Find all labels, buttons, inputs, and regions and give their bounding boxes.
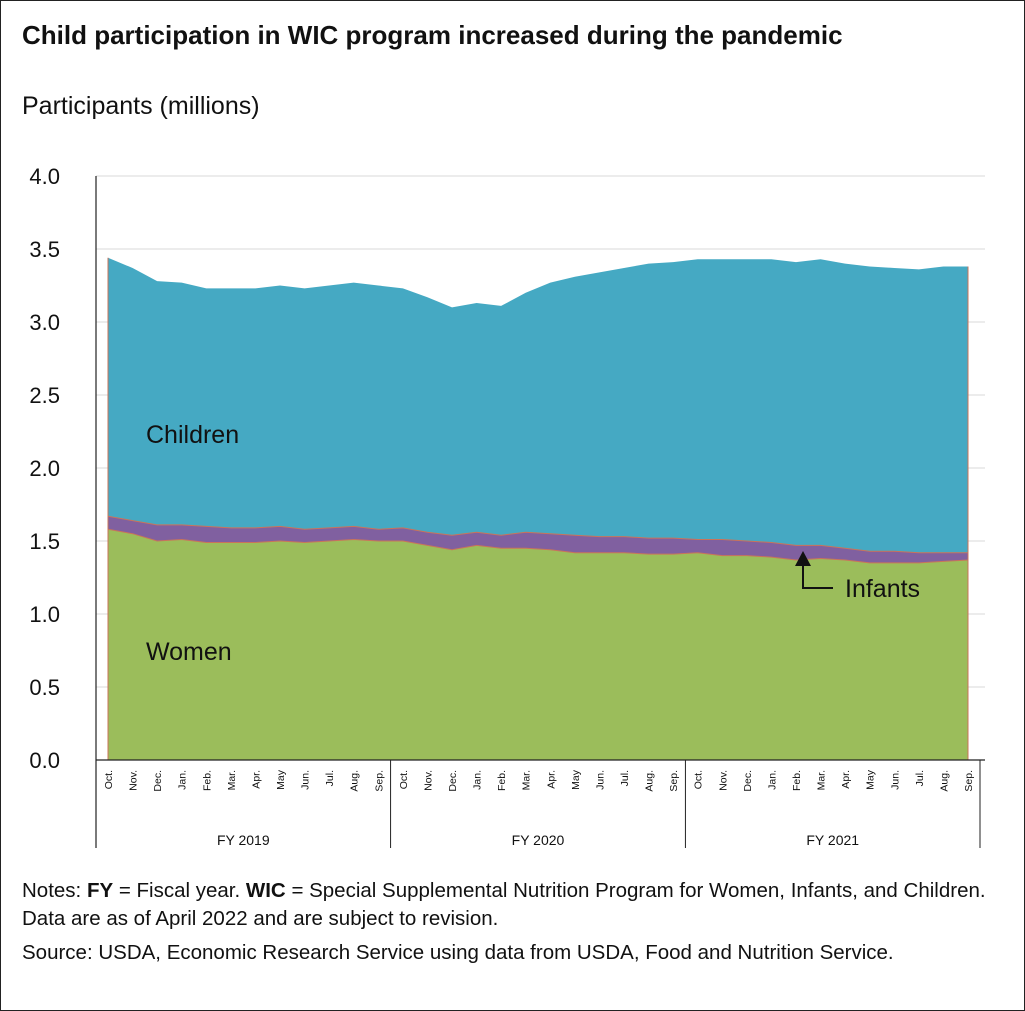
infants-arrow-head	[795, 551, 811, 566]
x-tick-label: May	[570, 769, 582, 790]
wic-term: WIC	[245, 879, 286, 902]
x-tick-label: Apr.	[840, 770, 852, 789]
infants-boundary-line	[107, 515, 968, 554]
women-boundary-line	[107, 528, 969, 564]
x-tick-label: Jul.	[619, 770, 631, 786]
x-tick-label: Sep.	[963, 770, 975, 792]
x-tick-label: Aug.	[938, 770, 950, 792]
x-tick-label: Feb.	[791, 770, 803, 791]
area-infants	[108, 516, 968, 563]
x-tick-label: Mar.	[521, 770, 533, 790]
x-tick-label: Aug.	[644, 770, 656, 792]
x-tick-label: Apr.	[250, 770, 262, 789]
x-tick-label: Aug.	[349, 770, 361, 792]
y-tick-label: 1.0	[29, 602, 60, 627]
y-tick-label: 2.5	[29, 383, 60, 408]
wic-definition: = Special Supplemental Nutrition Program…	[22, 879, 986, 930]
x-tick-label: Apr.	[545, 770, 557, 789]
x-tick-label: Dec.	[742, 770, 754, 792]
y-tick-label: 1.5	[29, 529, 60, 554]
x-tick-label: Jan.	[472, 770, 484, 790]
x-tick-label: May	[865, 769, 877, 790]
y-tick-label: 4.0	[29, 164, 60, 189]
infants-arrow-line	[802, 566, 833, 589]
y-tick-label: 3.0	[29, 310, 60, 335]
y-tick-label: 0.5	[29, 675, 60, 700]
group-label: FY 2021	[806, 832, 859, 848]
infants-label: Infants	[845, 575, 920, 603]
source-text: Source: USDA, Economic Research Service …	[22, 941, 894, 964]
x-tick-label: Dec.	[447, 770, 459, 792]
group-label: FY 2020	[512, 832, 565, 848]
y-axis-title: Participants (millions)	[22, 92, 260, 120]
x-tick-label: Jul.	[324, 770, 336, 786]
x-tick-label: Oct.	[693, 770, 705, 789]
x-tick-label: Dec.	[152, 770, 164, 792]
x-tick-label: Nov.	[717, 770, 729, 791]
x-tick-label: Jun.	[594, 770, 606, 790]
x-tick-label: Sep.	[668, 770, 680, 792]
x-tick-label: Nov.	[422, 770, 434, 791]
notes-prefix: Notes:	[22, 879, 87, 902]
y-tick-label: 2.0	[29, 456, 60, 481]
x-tick-label: Nov.	[128, 770, 140, 791]
x-tick-label: Jan.	[177, 770, 189, 790]
x-tick-label: Oct.	[398, 770, 410, 789]
x-tick-label: May	[275, 769, 287, 790]
fy-definition: = Fiscal year.	[113, 879, 246, 902]
notes-block: Notes: FY = Fiscal year. WIC = Special S…	[22, 877, 1007, 973]
x-tick-label: Jun.	[889, 770, 901, 790]
x-tick-label: Jul.	[914, 770, 926, 786]
group-label: FY 2019	[217, 832, 270, 848]
x-tick-label: Mar.	[226, 770, 238, 790]
children-label: Children	[146, 421, 239, 449]
x-tick-label: Feb.	[496, 770, 508, 791]
chart-title: Child participation in WIC program incre…	[22, 20, 843, 50]
x-tick-label: Jan.	[766, 770, 778, 790]
x-tick-label: Sep.	[373, 770, 385, 792]
area-women	[108, 529, 968, 760]
x-tick-label: Feb.	[201, 770, 213, 791]
y-tick-label: 3.5	[29, 237, 60, 262]
fy-term: FY	[86, 879, 114, 902]
x-tick-label: Mar.	[816, 770, 828, 790]
notes-text: Notes: FY = Fiscal year. WIC = Special S…	[22, 877, 1007, 933]
y-tick-label: 0.0	[29, 748, 60, 773]
x-tick-label: Jun.	[300, 770, 312, 790]
area-children	[108, 257, 968, 553]
women-label: Women	[146, 638, 232, 666]
x-tick-label: Oct.	[103, 770, 115, 789]
area-chart: 0.0 0.5 1.0 1.5 2.0 2.5 3.0 3.5 4.0 Oct. Nov. Dec. J…	[29, 164, 985, 848]
